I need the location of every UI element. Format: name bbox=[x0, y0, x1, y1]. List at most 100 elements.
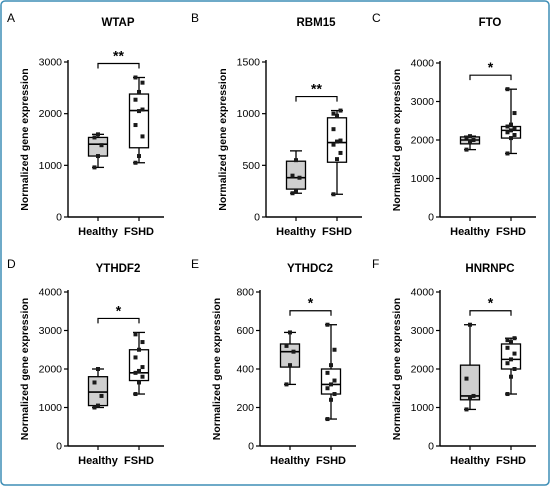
data-point bbox=[140, 134, 145, 139]
box-iqr bbox=[128, 93, 150, 149]
chart-panel-a: A WTAP Normalized gene expression 0 1000 2000… bbox=[7, 11, 164, 238]
data-point bbox=[509, 122, 513, 127]
data-point bbox=[140, 365, 145, 370]
y-axis-label: Normalized gene expression bbox=[19, 298, 31, 440]
data-point bbox=[338, 150, 343, 155]
panel-letter: C bbox=[372, 11, 381, 25]
box-iqr bbox=[87, 136, 109, 157]
data-point bbox=[329, 363, 333, 368]
x-tick-label: FSHD bbox=[496, 226, 526, 238]
box-iqr bbox=[320, 368, 342, 395]
panel-letter: F bbox=[372, 257, 379, 271]
data-point bbox=[92, 380, 97, 385]
data-point bbox=[140, 374, 145, 379]
y-tick-label: 4000 bbox=[39, 287, 63, 299]
data-point bbox=[133, 332, 138, 337]
box-fshd bbox=[320, 322, 342, 422]
data-point bbox=[133, 160, 138, 165]
data-point bbox=[133, 370, 138, 375]
y-tick-label: 0 bbox=[428, 212, 434, 224]
chart-title: FTO bbox=[479, 17, 502, 29]
data-point bbox=[335, 157, 339, 162]
data-point bbox=[92, 135, 97, 140]
y-tick-label: 1000 bbox=[237, 108, 261, 120]
data-point bbox=[471, 393, 476, 398]
data-point bbox=[509, 340, 513, 345]
data-point bbox=[92, 165, 97, 170]
box-healthy bbox=[459, 322, 481, 412]
panel-letter: A bbox=[7, 11, 15, 25]
data-point bbox=[96, 367, 100, 371]
data-point bbox=[137, 154, 141, 159]
data-point bbox=[468, 395, 472, 400]
chart-panel-f: F HNRNPC Normalized gene expression 0 1000 20… bbox=[372, 257, 536, 467]
data-point bbox=[133, 97, 138, 102]
x-tick-label: Healthy bbox=[78, 226, 119, 238]
data-point bbox=[294, 158, 298, 163]
x-tick-label: Healthy bbox=[450, 226, 491, 238]
data-point bbox=[512, 367, 517, 371]
x-tick-label: Healthy bbox=[270, 455, 311, 467]
x-tick-label: Healthy bbox=[78, 455, 119, 467]
box-iqr bbox=[128, 349, 150, 382]
data-point bbox=[288, 330, 292, 335]
data-point bbox=[325, 370, 330, 375]
y-tick-label: 2000 bbox=[411, 135, 435, 147]
data-point bbox=[331, 111, 336, 116]
y-tick-label: 3000 bbox=[411, 325, 435, 337]
data-point bbox=[505, 392, 510, 397]
data-point bbox=[331, 192, 336, 197]
chart-panel-d: D YTHDF2 Normalized gene expression 0 1000 20… bbox=[7, 257, 164, 467]
data-point bbox=[137, 368, 141, 373]
chart-title: HNRNPC bbox=[465, 263, 514, 275]
data-point bbox=[284, 382, 289, 387]
data-point bbox=[512, 336, 517, 341]
box-fshd bbox=[500, 336, 522, 397]
box-fshd bbox=[128, 331, 150, 397]
data-point bbox=[464, 376, 469, 381]
data-point bbox=[294, 189, 298, 194]
x-tick-label: FSHD bbox=[316, 455, 346, 467]
data-point bbox=[329, 397, 333, 402]
data-point bbox=[96, 403, 100, 408]
panel-letter: B bbox=[191, 11, 199, 25]
y-tick-label: 0 bbox=[428, 441, 434, 453]
data-point bbox=[140, 107, 145, 112]
x-tick-label: FSHD bbox=[496, 455, 526, 467]
data-point bbox=[332, 392, 337, 397]
data-point bbox=[464, 407, 469, 412]
data-point bbox=[133, 355, 138, 360]
significance-label: ** bbox=[311, 81, 322, 97]
data-point bbox=[325, 322, 330, 327]
y-tick-label: 0 bbox=[254, 212, 260, 224]
data-point bbox=[137, 89, 141, 94]
data-point bbox=[288, 363, 292, 368]
data-point bbox=[505, 87, 510, 92]
significance-bracket bbox=[97, 62, 140, 69]
chart-panel-c: C FTO Normalized gene expression 0 1000 2000 3… bbox=[372, 11, 536, 238]
x-tick-label: Healthy bbox=[276, 226, 317, 238]
y-axis-label: Normalized gene expression bbox=[391, 69, 403, 211]
significance-bracket bbox=[295, 95, 338, 102]
chart-title: YTHDC2 bbox=[287, 263, 333, 275]
y-tick-label: 0 bbox=[56, 441, 62, 453]
data-point bbox=[505, 361, 510, 366]
y-tick-label: 4000 bbox=[411, 287, 435, 299]
data-point bbox=[96, 154, 100, 159]
x-tick-label: FSHD bbox=[124, 226, 154, 238]
y-tick-label: 2000 bbox=[39, 364, 63, 376]
y-tick-label: 400 bbox=[236, 364, 254, 376]
data-point bbox=[297, 175, 302, 180]
data-point bbox=[505, 130, 510, 135]
data-point bbox=[331, 127, 336, 132]
box-fshd bbox=[500, 87, 522, 156]
data-point bbox=[92, 405, 97, 410]
chart-title: YTHDF2 bbox=[96, 263, 141, 275]
significance-label: * bbox=[308, 295, 314, 311]
chart-title: WTAP bbox=[101, 17, 134, 29]
data-point bbox=[505, 338, 510, 343]
y-tick-label: 2000 bbox=[411, 364, 435, 376]
y-axis-label: Normalized gene expression bbox=[211, 298, 223, 440]
y-tick-label: 1500 bbox=[237, 57, 261, 69]
panel-letter: E bbox=[191, 257, 199, 271]
